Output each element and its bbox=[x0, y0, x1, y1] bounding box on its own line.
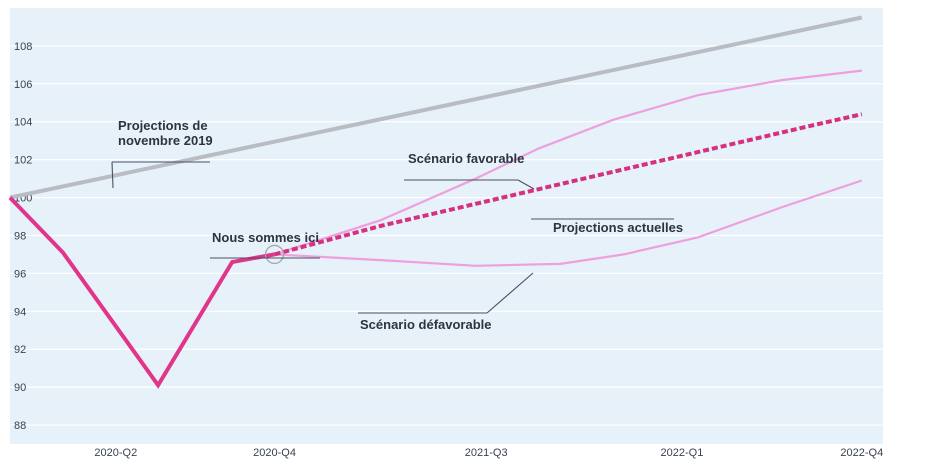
y-tick-label: 96 bbox=[14, 268, 26, 280]
x-tick-label: 2022-Q1 bbox=[661, 447, 704, 459]
leader-line bbox=[111, 161, 114, 189]
leader-line bbox=[517, 179, 535, 190]
y-tick-label: 104 bbox=[14, 117, 32, 129]
series-line-unfavorable bbox=[274, 179, 863, 267]
x-tick-label: 2020-Q4 bbox=[253, 447, 296, 459]
y-tick-label: 90 bbox=[14, 382, 26, 394]
series-line-favorable bbox=[274, 69, 862, 256]
y-tick-label: 108 bbox=[14, 41, 32, 53]
annotation-ann-fav: Scénario favorable bbox=[404, 151, 535, 190]
y-tick-label: 106 bbox=[14, 79, 32, 91]
y-tick-label: 92 bbox=[14, 344, 26, 356]
annotation-ann-unfav: Scénario défavorable bbox=[358, 272, 534, 332]
annotation-text: Scénario favorable bbox=[408, 151, 524, 166]
annotation-ann-cur: Projections actuelles bbox=[531, 218, 683, 235]
series-line-actual bbox=[8, 196, 275, 389]
annotation-ann-here: Nous sommes ici bbox=[210, 230, 320, 259]
y-tick-label: 98 bbox=[14, 230, 26, 242]
annotation-text: Scénario défavorable bbox=[360, 317, 492, 332]
annotation-text: Projections actuelles bbox=[553, 220, 683, 235]
annotation-text: Projections de bbox=[118, 118, 208, 133]
leader-line bbox=[486, 272, 534, 314]
series-line-pre-crisis bbox=[9, 15, 863, 200]
x-tick-label: 2022-Q4 bbox=[840, 447, 883, 459]
annotation-text: Nous sommes ici bbox=[212, 230, 319, 245]
plot-background bbox=[10, 8, 883, 444]
series-line-current-projection bbox=[273, 112, 863, 257]
x-tick-label: 2020-Q2 bbox=[94, 447, 137, 459]
x-axis-ticks: 2020-Q2 2020-Q4 2021-Q3 2022-Q1 2022-Q4 bbox=[94, 447, 883, 459]
annotation-text: novembre 2019 bbox=[118, 133, 213, 148]
y-tick-label: 102 bbox=[14, 155, 32, 167]
here-marker-circle bbox=[264, 244, 285, 265]
y-tick-label: 88 bbox=[14, 420, 26, 432]
y-tick-label: 94 bbox=[14, 306, 26, 318]
x-tick-label: 2021-Q3 bbox=[465, 447, 508, 459]
